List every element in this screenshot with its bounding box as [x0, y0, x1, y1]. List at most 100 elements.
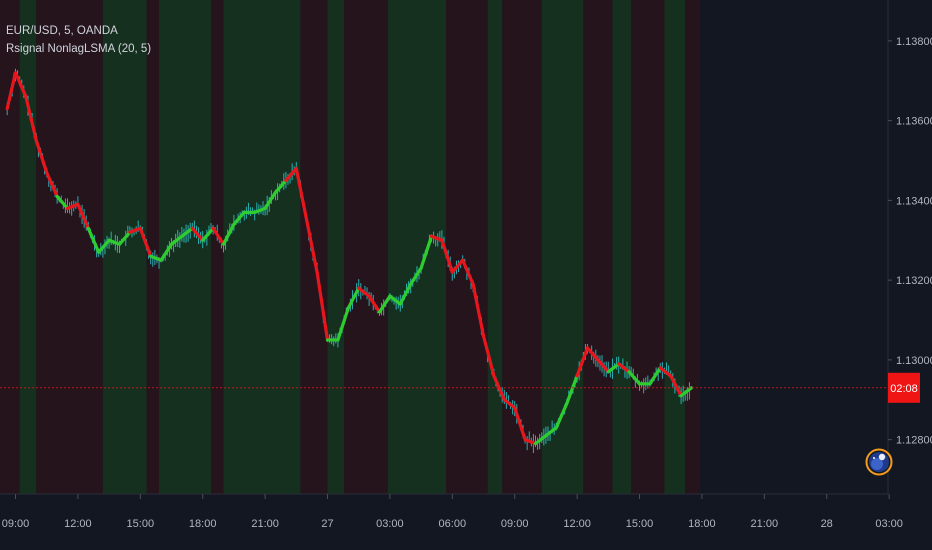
indicator-segment [34, 138, 49, 175]
zone-10 [327, 0, 345, 494]
indicator-segment [658, 366, 673, 378]
indicator-segment [554, 402, 569, 430]
indicator-segment [669, 374, 683, 398]
indicator-segment [419, 234, 434, 270]
indicator-segment [45, 170, 59, 199]
indicator-segment [273, 178, 288, 195]
zone-14 [487, 0, 503, 494]
current-price-label-bg [888, 372, 920, 403]
zone-21 [685, 0, 700, 494]
indicator-segment [440, 238, 454, 274]
indicator-segment [13, 71, 28, 99]
indicator-segment [232, 210, 246, 226]
zone-15 [502, 0, 542, 494]
indicator-segment [606, 362, 621, 374]
indicator-segment [398, 282, 413, 306]
x-tick-label: 12:00 [64, 518, 92, 530]
indicator-segment [97, 238, 111, 254]
y-axis[interactable]: 1.13800 1.13600 1.13400 1.13200 1.13000 1.128… [888, 36, 932, 447]
zone-12 [387, 0, 447, 494]
indicator-segment [346, 286, 361, 310]
indicator-segment [533, 434, 548, 446]
indicator-segment [107, 238, 122, 246]
x-tick-label: 06:00 [439, 518, 467, 530]
countdown-text: 02:08 [890, 383, 918, 395]
x-tick-label: 12:00 [563, 518, 591, 530]
x-tick-label: 03:00 [376, 518, 404, 530]
y-tick-label: 1.13400 [896, 195, 932, 207]
indicator-segment [575, 346, 590, 378]
indicator-segment [149, 254, 163, 262]
indicator-segment [315, 270, 330, 342]
y-tick-label: 1.13600 [896, 116, 932, 128]
indicator-segment [336, 306, 350, 342]
indicator-segment [159, 242, 174, 262]
indicator-segment [388, 294, 402, 306]
indicator-segment [305, 218, 319, 274]
zone-5 [146, 0, 160, 494]
indicator-segment [502, 398, 517, 410]
x-tick-label: 27 [321, 518, 333, 530]
indicator-segment [461, 258, 475, 286]
zone-11 [344, 0, 388, 494]
indicator-segment [357, 286, 371, 298]
symbol-legend[interactable]: EUR/USD, 5, OANDA [6, 25, 118, 37]
indicator-segment [523, 438, 538, 446]
zone-19 [631, 0, 665, 494]
indicator-segment [585, 346, 600, 362]
indicator-segment [24, 95, 38, 143]
indicator-segment [201, 226, 215, 242]
moon-logo-icon[interactable] [865, 448, 893, 476]
zone-0 [0, 0, 20, 494]
x-axis[interactable]: 09:00 12:00 15:00 18:00 21:00 27 03:00 06:00 09:… [2, 494, 903, 530]
indicator-segment [617, 362, 631, 374]
indicator-segment [65, 202, 80, 210]
indicator-segment [55, 194, 70, 210]
indicator-line [5, 71, 694, 446]
zone-9 [300, 0, 328, 494]
indicator-segment [648, 366, 662, 386]
zone-4 [102, 0, 147, 494]
x-tick-label: 09:00 [2, 518, 30, 530]
indicator-segment [409, 266, 423, 286]
indicator-legend[interactable]: Rsignal NonlagLSMA (20, 5) [6, 43, 152, 55]
indicator-segment [211, 226, 226, 246]
y-tick-label: 1.13000 [896, 355, 932, 367]
indicator-segment [86, 226, 101, 254]
current-price-label: 02:08 [888, 372, 920, 403]
x-tick-label: 09:00 [501, 518, 529, 530]
zone-8 [223, 0, 301, 494]
indicator-segment [5, 71, 18, 111]
x-tick-label: 28 [821, 518, 833, 530]
indicator-segment [544, 426, 558, 438]
x-tick-label: 15:00 [127, 518, 155, 530]
indicator-segment [190, 226, 205, 242]
x-tick-label: 21:00 [751, 518, 779, 530]
x-tick-label: 15:00 [626, 518, 654, 530]
indicator-segment [377, 294, 392, 314]
signal-zones [0, 0, 700, 494]
x-tick-label: 18:00 [688, 518, 716, 530]
zone-7 [211, 0, 224, 494]
indicator-segment [76, 202, 90, 230]
x-tick-label: 03:00 [875, 518, 903, 530]
indicator-segment [284, 166, 298, 183]
indicator-segment [679, 386, 694, 398]
zone-17 [583, 0, 613, 494]
indicator-segment [481, 334, 496, 378]
indicator-segment [138, 226, 153, 258]
indicator-segment [429, 234, 444, 242]
indicator-segment [263, 190, 278, 210]
x-tick-label: 18:00 [189, 518, 217, 530]
indicator-segment [180, 226, 194, 238]
y-tick-label: 1.13800 [896, 36, 932, 48]
indicator-segment [253, 206, 267, 214]
zone-2 [36, 0, 74, 494]
indicator-segment [128, 226, 142, 234]
indicator-segment [471, 282, 486, 338]
indicator-segment [492, 374, 506, 402]
indicator-segment [117, 230, 132, 246]
y-tick-label: 1.13200 [896, 275, 932, 287]
